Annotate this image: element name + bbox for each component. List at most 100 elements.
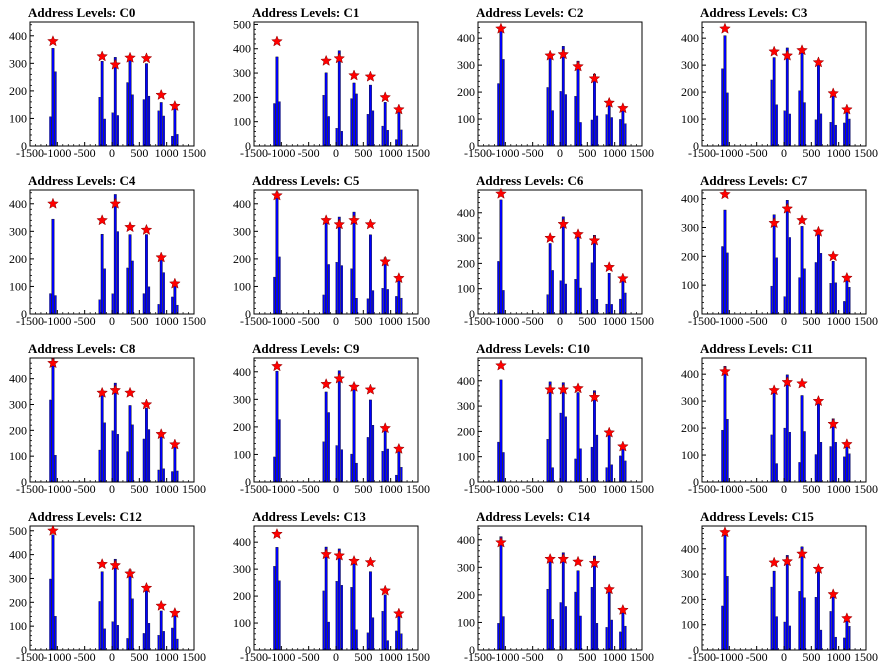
peak-marker-star	[47, 35, 59, 47]
histogram-bar	[595, 623, 599, 651]
histogram-plot: 0 100 200 300 400 500 -1500 -1000 -500 0 500 1000 15…	[233, 17, 430, 160]
histogram-bar	[335, 445, 338, 483]
histogram-bar	[335, 262, 338, 315]
x-tick-label: 0	[333, 314, 339, 328]
peak-marker-star	[616, 603, 629, 616]
y-tick-label: 300	[233, 224, 251, 238]
histogram-bar	[162, 631, 165, 651]
histogram-plot: 0 100 200 300 400 -1500 -1000 -500 0 500 1000 1500	[457, 187, 654, 328]
y-tick-label: 200	[9, 595, 27, 609]
histogram-spike-group	[395, 277, 403, 315]
histogram-bar	[619, 298, 622, 315]
histogram-bar	[173, 282, 177, 315]
histogram-plot: 0 100 200 300 400 500 -1500 -1000 -500 0 500 1000 15…	[9, 524, 206, 664]
histogram-bar	[559, 280, 562, 315]
x-tick-label: 0	[333, 146, 339, 160]
y-tick-label: 100	[457, 450, 475, 464]
histogram-bar	[798, 90, 801, 147]
x-tick-label: 1000	[379, 650, 403, 664]
histogram-bar	[817, 61, 820, 147]
peak-marker-star	[840, 438, 853, 450]
histogram-spike-group	[546, 559, 554, 651]
histogram-spike-group	[605, 273, 613, 315]
histogram-bar	[340, 449, 343, 483]
histogram-bar	[546, 439, 549, 483]
histogram-bar	[803, 597, 806, 651]
histogram-panel: Address Levels: C14 0 100 200 300 400 -1500 -10…	[448, 504, 672, 672]
histogram-bar	[579, 287, 582, 315]
histogram-bar	[551, 467, 554, 483]
y-tick-label: 400	[681, 542, 699, 556]
histogram-bar	[162, 468, 165, 483]
peak-marker-star	[572, 555, 584, 567]
x-tick-label: -500	[746, 314, 768, 328]
histogram-bar	[817, 399, 820, 483]
histogram-bar	[800, 50, 804, 147]
y-tick-label: 400	[457, 533, 475, 547]
peak-marker-star	[96, 557, 109, 570]
histogram-bar	[561, 382, 565, 483]
histogram-bar	[54, 616, 57, 651]
histogram-spike-group	[273, 56, 281, 147]
peak-marker-star	[271, 360, 283, 372]
histogram-bar	[723, 366, 727, 483]
peak-marker-star	[572, 60, 584, 72]
peak-marker-star	[96, 386, 109, 398]
x-tick-label: 1000	[603, 650, 627, 664]
histogram-bar	[371, 110, 375, 147]
histogram-bar	[721, 68, 724, 147]
histogram-bar	[350, 268, 353, 315]
histogram-spike-group	[497, 199, 505, 315]
histogram-bar	[564, 416, 567, 483]
histogram-bar	[785, 555, 789, 651]
x-tick-label: 0	[781, 314, 787, 328]
histogram-bar	[814, 119, 817, 147]
peak-marker-star	[603, 583, 616, 595]
x-tick-label: 1000	[603, 482, 627, 496]
y-tick-label: 200	[457, 85, 475, 99]
histogram-bar	[593, 235, 596, 315]
histogram-bar	[723, 535, 727, 651]
histogram-panel: Address Levels: C11 0 100 200 300 400 -1500 -10…	[672, 336, 896, 504]
histogram-bar	[576, 570, 580, 651]
peak-marker-star	[140, 223, 153, 235]
x-tick-label: 500	[578, 314, 596, 328]
histogram-bar	[128, 569, 132, 651]
x-tick-label: 0	[781, 146, 787, 160]
y-tick-label: 200	[9, 423, 27, 437]
peak-marker-star	[781, 555, 794, 567]
histogram-bar	[590, 262, 593, 315]
x-tick-label: 500	[578, 650, 596, 664]
x-tick-label: -1500	[16, 650, 44, 664]
histogram-spike-group	[381, 257, 389, 315]
histogram-bar	[397, 449, 401, 483]
histogram-bar	[386, 289, 389, 315]
histogram-bar	[502, 616, 505, 651]
histogram-bar	[116, 434, 119, 483]
histogram-spike-group	[395, 615, 403, 651]
histogram-bar	[788, 431, 791, 483]
histogram-panel: Address Levels: C9 0 100 200 300 400 -1500 -100…	[224, 336, 448, 504]
histogram-bar	[383, 102, 387, 147]
x-tick-label: -1000	[491, 314, 519, 328]
x-tick-label: -500	[522, 314, 544, 328]
peak-marker-star	[333, 372, 346, 384]
x-tick-label: -1000	[491, 650, 519, 664]
histogram-bar	[546, 87, 549, 147]
histogram-bar	[381, 451, 384, 483]
histogram-bar	[100, 234, 104, 315]
histogram-bar	[559, 602, 562, 651]
histogram-spike-group	[721, 366, 729, 483]
histogram-spike-group	[619, 612, 627, 651]
histogram-spike-group	[49, 48, 57, 147]
histogram-bar	[100, 61, 104, 147]
peak-marker-star	[616, 440, 629, 452]
y-tick-label: 300	[681, 220, 699, 234]
histogram-bar	[327, 412, 330, 483]
histogram-bar	[590, 119, 593, 147]
histogram-bar	[561, 216, 565, 315]
histogram-bar	[131, 598, 134, 651]
peak-marker-star	[47, 524, 59, 536]
histogram-bar	[817, 567, 820, 651]
